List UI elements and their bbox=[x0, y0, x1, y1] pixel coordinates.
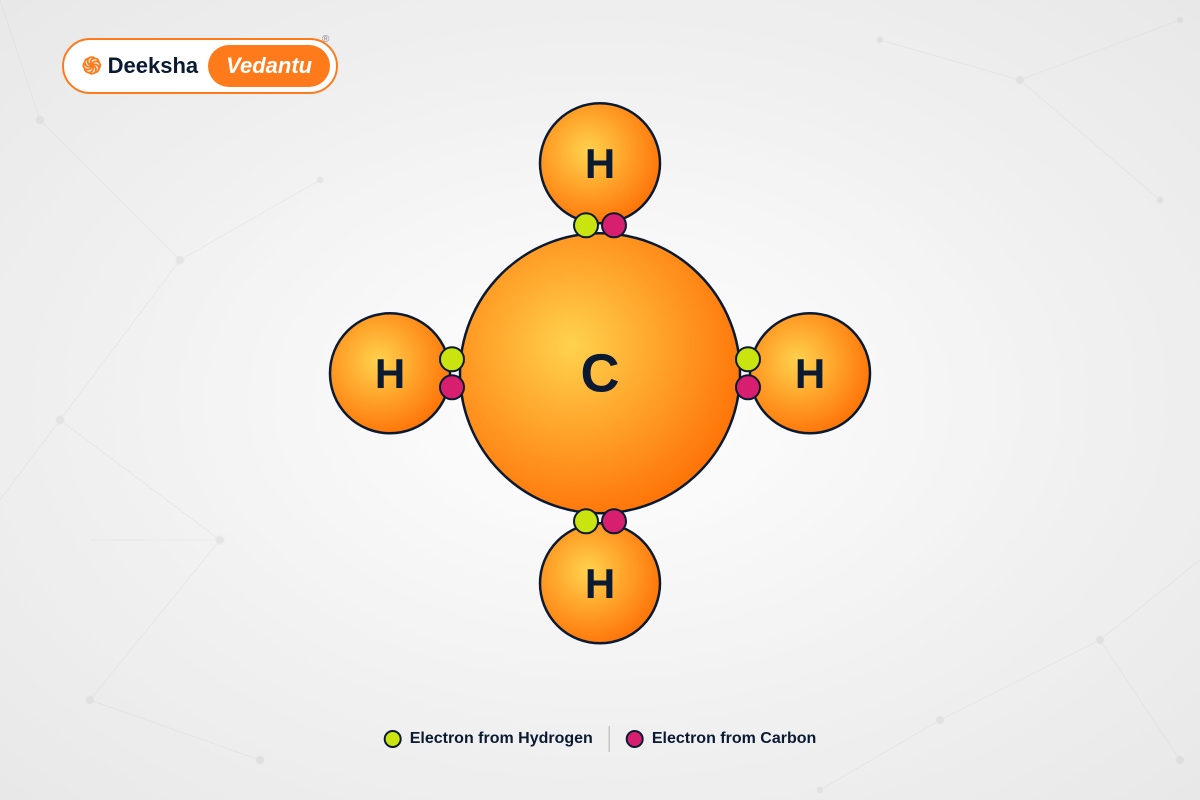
legend-dot-hydrogen bbox=[384, 730, 402, 748]
svg-text:H: H bbox=[795, 350, 825, 397]
methane-molecule-diagram: C H H H H bbox=[300, 73, 900, 678]
trademark-symbol: ® bbox=[322, 34, 329, 45]
legend-separator bbox=[609, 726, 610, 752]
flame-icon: ֍ bbox=[82, 49, 102, 82]
legend: Electron from Hydrogen Electron from Car… bbox=[384, 726, 817, 752]
svg-text:H: H bbox=[585, 560, 615, 607]
legend-item-carbon: Electron from Carbon bbox=[626, 730, 816, 748]
svg-text:H: H bbox=[375, 350, 405, 397]
svg-text:H: H bbox=[585, 140, 615, 187]
legend-label-hydrogen: Electron from Hydrogen bbox=[410, 730, 593, 748]
logo-deeksha: ֍ Deeksha bbox=[82, 50, 198, 83]
legend-label-carbon: Electron from Carbon bbox=[652, 730, 816, 748]
logo-part1-text: Deeksha bbox=[108, 53, 199, 79]
svg-text:C: C bbox=[581, 343, 620, 403]
legend-item-hydrogen: Electron from Hydrogen bbox=[384, 730, 593, 748]
brand-logo-badge: ֍ Deeksha Vedantu bbox=[62, 38, 338, 94]
legend-dot-carbon bbox=[626, 730, 644, 748]
